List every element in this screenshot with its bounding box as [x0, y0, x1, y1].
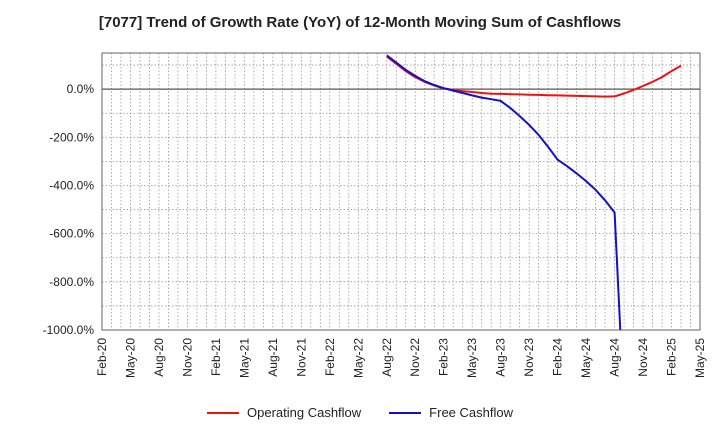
y-tick-label: -400.0% [49, 178, 94, 192]
legend-item-operating-cashflow: Operating Cashflow [207, 405, 361, 420]
x-tick-label: Nov-23 [522, 338, 536, 377]
y-tick-label: -1000.0% [43, 323, 95, 337]
x-tick-label: Aug-22 [380, 338, 394, 377]
legend-label-free-cashflow: Free Cashflow [429, 405, 513, 420]
x-tick-label: May-24 [579, 338, 593, 378]
plot-border [101, 52, 701, 331]
x-tick-label: Feb-24 [551, 338, 565, 376]
legend-label-operating-cashflow: Operating Cashflow [247, 405, 362, 420]
x-tick-label: Aug-21 [266, 338, 280, 377]
x-tick-label: Aug-20 [152, 338, 166, 377]
x-tick-label: May-23 [465, 338, 479, 378]
x-tick-label: Feb-21 [209, 338, 223, 376]
x-tick-label: May-20 [123, 338, 137, 378]
x-tick-label: Feb-20 [95, 338, 109, 376]
x-tick-label: Aug-24 [608, 338, 622, 377]
x-tick-label: Nov-24 [636, 338, 650, 377]
x-tick-label: Nov-21 [294, 338, 308, 377]
chart-title: [7077] Trend of Growth Rate (YoY) of 12-… [98, 14, 622, 31]
x-tick-label: Aug-23 [494, 338, 508, 377]
x-tick-label: Feb-22 [323, 338, 337, 376]
x-tick-label: May-21 [237, 338, 251, 378]
x-tick-label: Nov-22 [408, 338, 422, 377]
x-tick-label: Nov-20 [180, 338, 194, 377]
operating-cashflow-line [386, 55, 682, 98]
free-cashflow-line [386, 54, 622, 331]
chart-legend: Operating Cashflow Free Cashflow [0, 405, 720, 420]
y-tick-label: -800.0% [49, 275, 94, 289]
x-tick-label: Feb-23 [437, 338, 451, 376]
x-tick-label: May-22 [351, 338, 365, 378]
legend-item-free-cashflow: Free Cashflow [389, 405, 513, 420]
legend-swatch-free-cashflow [389, 411, 422, 414]
y-tick-label: -200.0% [49, 130, 94, 144]
y-tick-label: 0.0% [67, 82, 95, 96]
y-tick-label: -600.0% [49, 227, 94, 241]
x-tick-label: May-25 [693, 338, 707, 378]
x-tick-label: Feb-25 [665, 338, 679, 376]
legend-swatch-operating-cashflow [207, 411, 239, 414]
